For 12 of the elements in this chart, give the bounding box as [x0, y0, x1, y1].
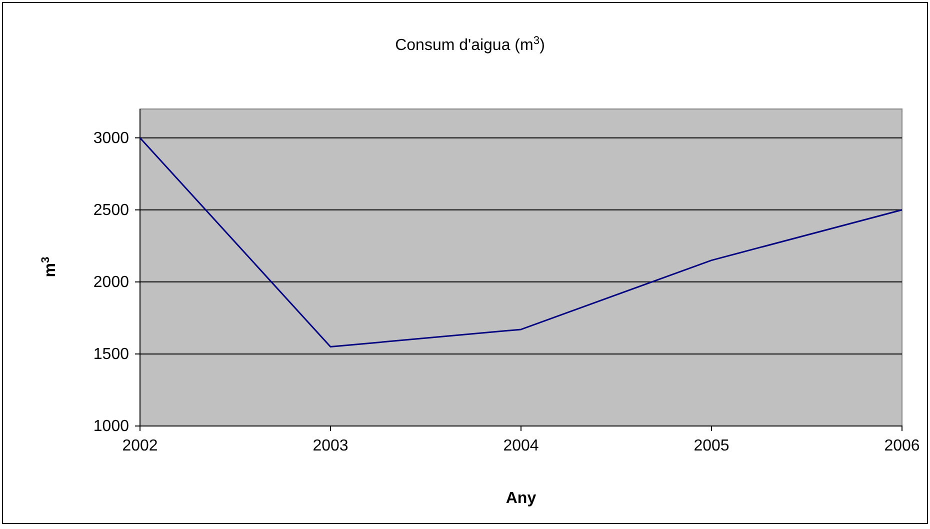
x-tick-label: 2003 — [312, 437, 348, 454]
x-tick-label: 2005 — [694, 437, 730, 454]
y-tick-label: 1000 — [93, 418, 130, 436]
chart-title: Consum d'aigua (m$^{3}$) — [395, 35, 545, 54]
x-tick-label: 2006 — [884, 437, 920, 454]
y-tick-label: 3000 — [93, 130, 130, 147]
y-tick-label: 1500 — [93, 346, 130, 364]
x-tick-label: 2002 — [122, 437, 158, 454]
y-tick-label: 2500 — [93, 202, 130, 219]
x-tick-label: 2004 — [503, 437, 539, 454]
y-tick-label: 2000 — [93, 274, 130, 292]
x-axis-title: Any — [506, 490, 536, 507]
